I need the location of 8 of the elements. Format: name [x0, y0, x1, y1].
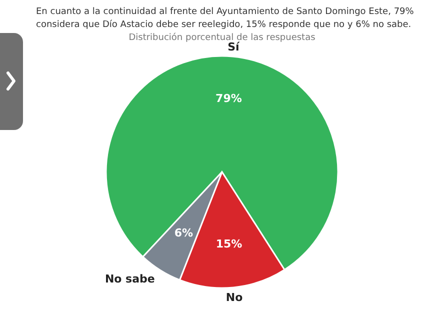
text: En cuanto a la continuidad al frente del Ayuntamiento de Santo Domingo Este, 79% considera que Dío Astacio debe ser reelegido, 15% responde que no y 6% no sabe.	[36, 7, 414, 30]
data-label: 6%	[174, 226, 194, 240]
chart-title: Distribución porcentual de las respuestas	[128, 32, 316, 43]
slice-label: No sabe	[104, 272, 155, 286]
data-label: 15%	[216, 237, 242, 250]
slice-label: Sí	[228, 40, 240, 54]
slice-label: No	[226, 291, 244, 304]
data-label: 79%	[216, 92, 242, 105]
